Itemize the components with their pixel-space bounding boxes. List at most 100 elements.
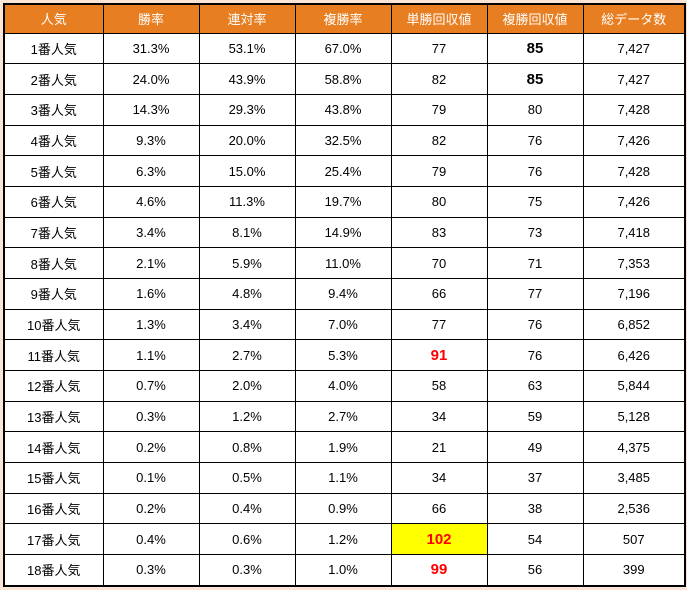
table-row: 11番人気 1.1% 2.7% 5.3% 91 76 6,426 xyxy=(3,339,686,371)
row-label-cell: 5番人気 xyxy=(3,155,104,187)
table-cell: 0.1% xyxy=(102,461,200,494)
row-label-cell: 3番人気 xyxy=(3,93,104,126)
table-cell: 507 xyxy=(582,523,686,555)
table-row: 3番人気 14.3% 29.3% 43.8% 79 80 7,428 xyxy=(3,93,686,126)
table-cell: 43.9% xyxy=(198,63,296,95)
table-cell: 77 xyxy=(486,277,584,310)
table-row: 10番人気 1.3% 3.4% 7.0% 77 76 6,852 xyxy=(3,308,686,341)
table-cell: 11.3% xyxy=(198,185,296,218)
table-cell: 34 xyxy=(390,461,488,494)
table-cell: 399 xyxy=(582,553,686,587)
row-label-cell: 10番人気 xyxy=(3,308,104,341)
row-label-cell: 18番人気 xyxy=(3,553,104,587)
table-cell: 1.2% xyxy=(198,400,296,433)
table-cell: 85 xyxy=(486,32,584,65)
column-header-quinella-rate: 連対率 xyxy=(198,3,296,34)
table-cell: 0.2% xyxy=(102,431,200,463)
table-cell: 9.4% xyxy=(294,277,392,310)
table-cell: 73 xyxy=(486,216,584,249)
table-cell: 54 xyxy=(486,523,584,555)
table-cell: 6.3% xyxy=(102,155,200,187)
table-cell: 24.0% xyxy=(102,63,200,95)
table-cell: 14.3% xyxy=(102,93,200,126)
table-row: 6番人気 4.6% 11.3% 19.7% 80 75 7,426 xyxy=(3,185,686,218)
table-cell: 49 xyxy=(486,431,584,463)
table-cell: 6,852 xyxy=(582,308,686,341)
column-header-total-data: 総データ数 xyxy=(582,3,686,34)
table-cell: 3,485 xyxy=(582,461,686,494)
table-cell: 7,196 xyxy=(582,277,686,310)
table-cell: 0.3% xyxy=(198,553,296,587)
table-cell: 66 xyxy=(390,492,488,525)
table-row: 8番人気 2.1% 5.9% 11.0% 70 71 7,353 xyxy=(3,247,686,279)
table-row: 7番人気 3.4% 8.1% 14.9% 83 73 7,418 xyxy=(3,216,686,249)
table-cell: 0.8% xyxy=(198,431,296,463)
row-label-cell: 16番人気 xyxy=(3,492,104,525)
table-cell: 0.3% xyxy=(102,400,200,433)
table-cell: 76 xyxy=(486,308,584,341)
table-row: 2番人気 24.0% 43.9% 58.8% 82 85 7,427 xyxy=(3,63,686,95)
header-row: 人気 勝率 連対率 複勝率 単勝回収値 複勝回収値 総データ数 xyxy=(3,3,686,34)
table-cell: 0.4% xyxy=(102,523,200,555)
table-cell: 2.0% xyxy=(198,369,296,402)
row-label-cell: 4番人気 xyxy=(3,124,104,157)
row-label-cell: 2番人気 xyxy=(3,63,104,95)
table-cell: 71 xyxy=(486,247,584,279)
row-label-cell: 1番人気 xyxy=(3,32,104,65)
table-cell: 70 xyxy=(390,247,488,279)
table-cell: 5,844 xyxy=(582,369,686,402)
table-cell: 5.9% xyxy=(198,247,296,279)
table-cell: 1.6% xyxy=(102,277,200,310)
row-label-cell: 7番人気 xyxy=(3,216,104,249)
table-row: 12番人気 0.7% 2.0% 4.0% 58 63 5,844 xyxy=(3,369,686,402)
table-cell: 2.1% xyxy=(102,247,200,279)
table-cell: 85 xyxy=(486,63,584,95)
row-label-cell: 8番人気 xyxy=(3,247,104,279)
table-cell: 29.3% xyxy=(198,93,296,126)
table-cell: 0.2% xyxy=(102,492,200,525)
table-cell: 79 xyxy=(390,155,488,187)
table-cell: 7,426 xyxy=(582,124,686,157)
table-cell: 82 xyxy=(390,63,488,95)
table-cell: 58.8% xyxy=(294,63,392,95)
table-cell: 2.7% xyxy=(198,339,296,371)
table-cell: 19.7% xyxy=(294,185,392,218)
table-row: 9番人気 1.6% 4.8% 9.4% 66 77 7,196 xyxy=(3,277,686,310)
table-row: 14番人気 0.2% 0.8% 1.9% 21 49 4,375 xyxy=(3,431,686,463)
table-cell: 58 xyxy=(390,369,488,402)
table-cell: 0.6% xyxy=(198,523,296,555)
table-cell: 1.3% xyxy=(102,308,200,341)
table-cell: 7,428 xyxy=(582,155,686,187)
row-label-cell: 14番人気 xyxy=(3,431,104,463)
table-cell: 4.6% xyxy=(102,185,200,218)
table-cell: 4.8% xyxy=(198,277,296,310)
table-cell: 34 xyxy=(390,400,488,433)
column-header-place-return: 複勝回収値 xyxy=(486,3,584,34)
table-cell: 4,375 xyxy=(582,431,686,463)
table-row: 4番人気 9.3% 20.0% 32.5% 82 76 7,426 xyxy=(3,124,686,157)
table-cell: 25.4% xyxy=(294,155,392,187)
table-cell: 37 xyxy=(486,461,584,494)
table-row: 5番人気 6.3% 15.0% 25.4% 79 76 7,428 xyxy=(3,155,686,187)
table-cell: 11.0% xyxy=(294,247,392,279)
table-cell: 9.3% xyxy=(102,124,200,157)
table-cell: 0.5% xyxy=(198,461,296,494)
row-label-cell: 13番人気 xyxy=(3,400,104,433)
table-row: 17番人気 0.4% 0.6% 1.2% 102 54 507 xyxy=(3,523,686,555)
table-cell: 67.0% xyxy=(294,32,392,65)
table-cell: 63 xyxy=(486,369,584,402)
table-row: 18番人気 0.3% 0.3% 1.0% 99 56 399 xyxy=(3,553,686,587)
table-cell: 6,426 xyxy=(582,339,686,371)
table-cell: 76 xyxy=(486,339,584,371)
table-cell: 3.4% xyxy=(198,308,296,341)
table-cell: 1.2% xyxy=(294,523,392,555)
table-cell: 5,128 xyxy=(582,400,686,433)
table-cell: 80 xyxy=(390,185,488,218)
table-cell: 7,428 xyxy=(582,93,686,126)
table-row: 16番人気 0.2% 0.4% 0.9% 66 38 2,536 xyxy=(3,492,686,525)
table-cell: 7,427 xyxy=(582,63,686,95)
table-cell: 38 xyxy=(486,492,584,525)
table-cell: 0.9% xyxy=(294,492,392,525)
table-cell: 79 xyxy=(390,93,488,126)
table-cell: 0.3% xyxy=(102,553,200,587)
